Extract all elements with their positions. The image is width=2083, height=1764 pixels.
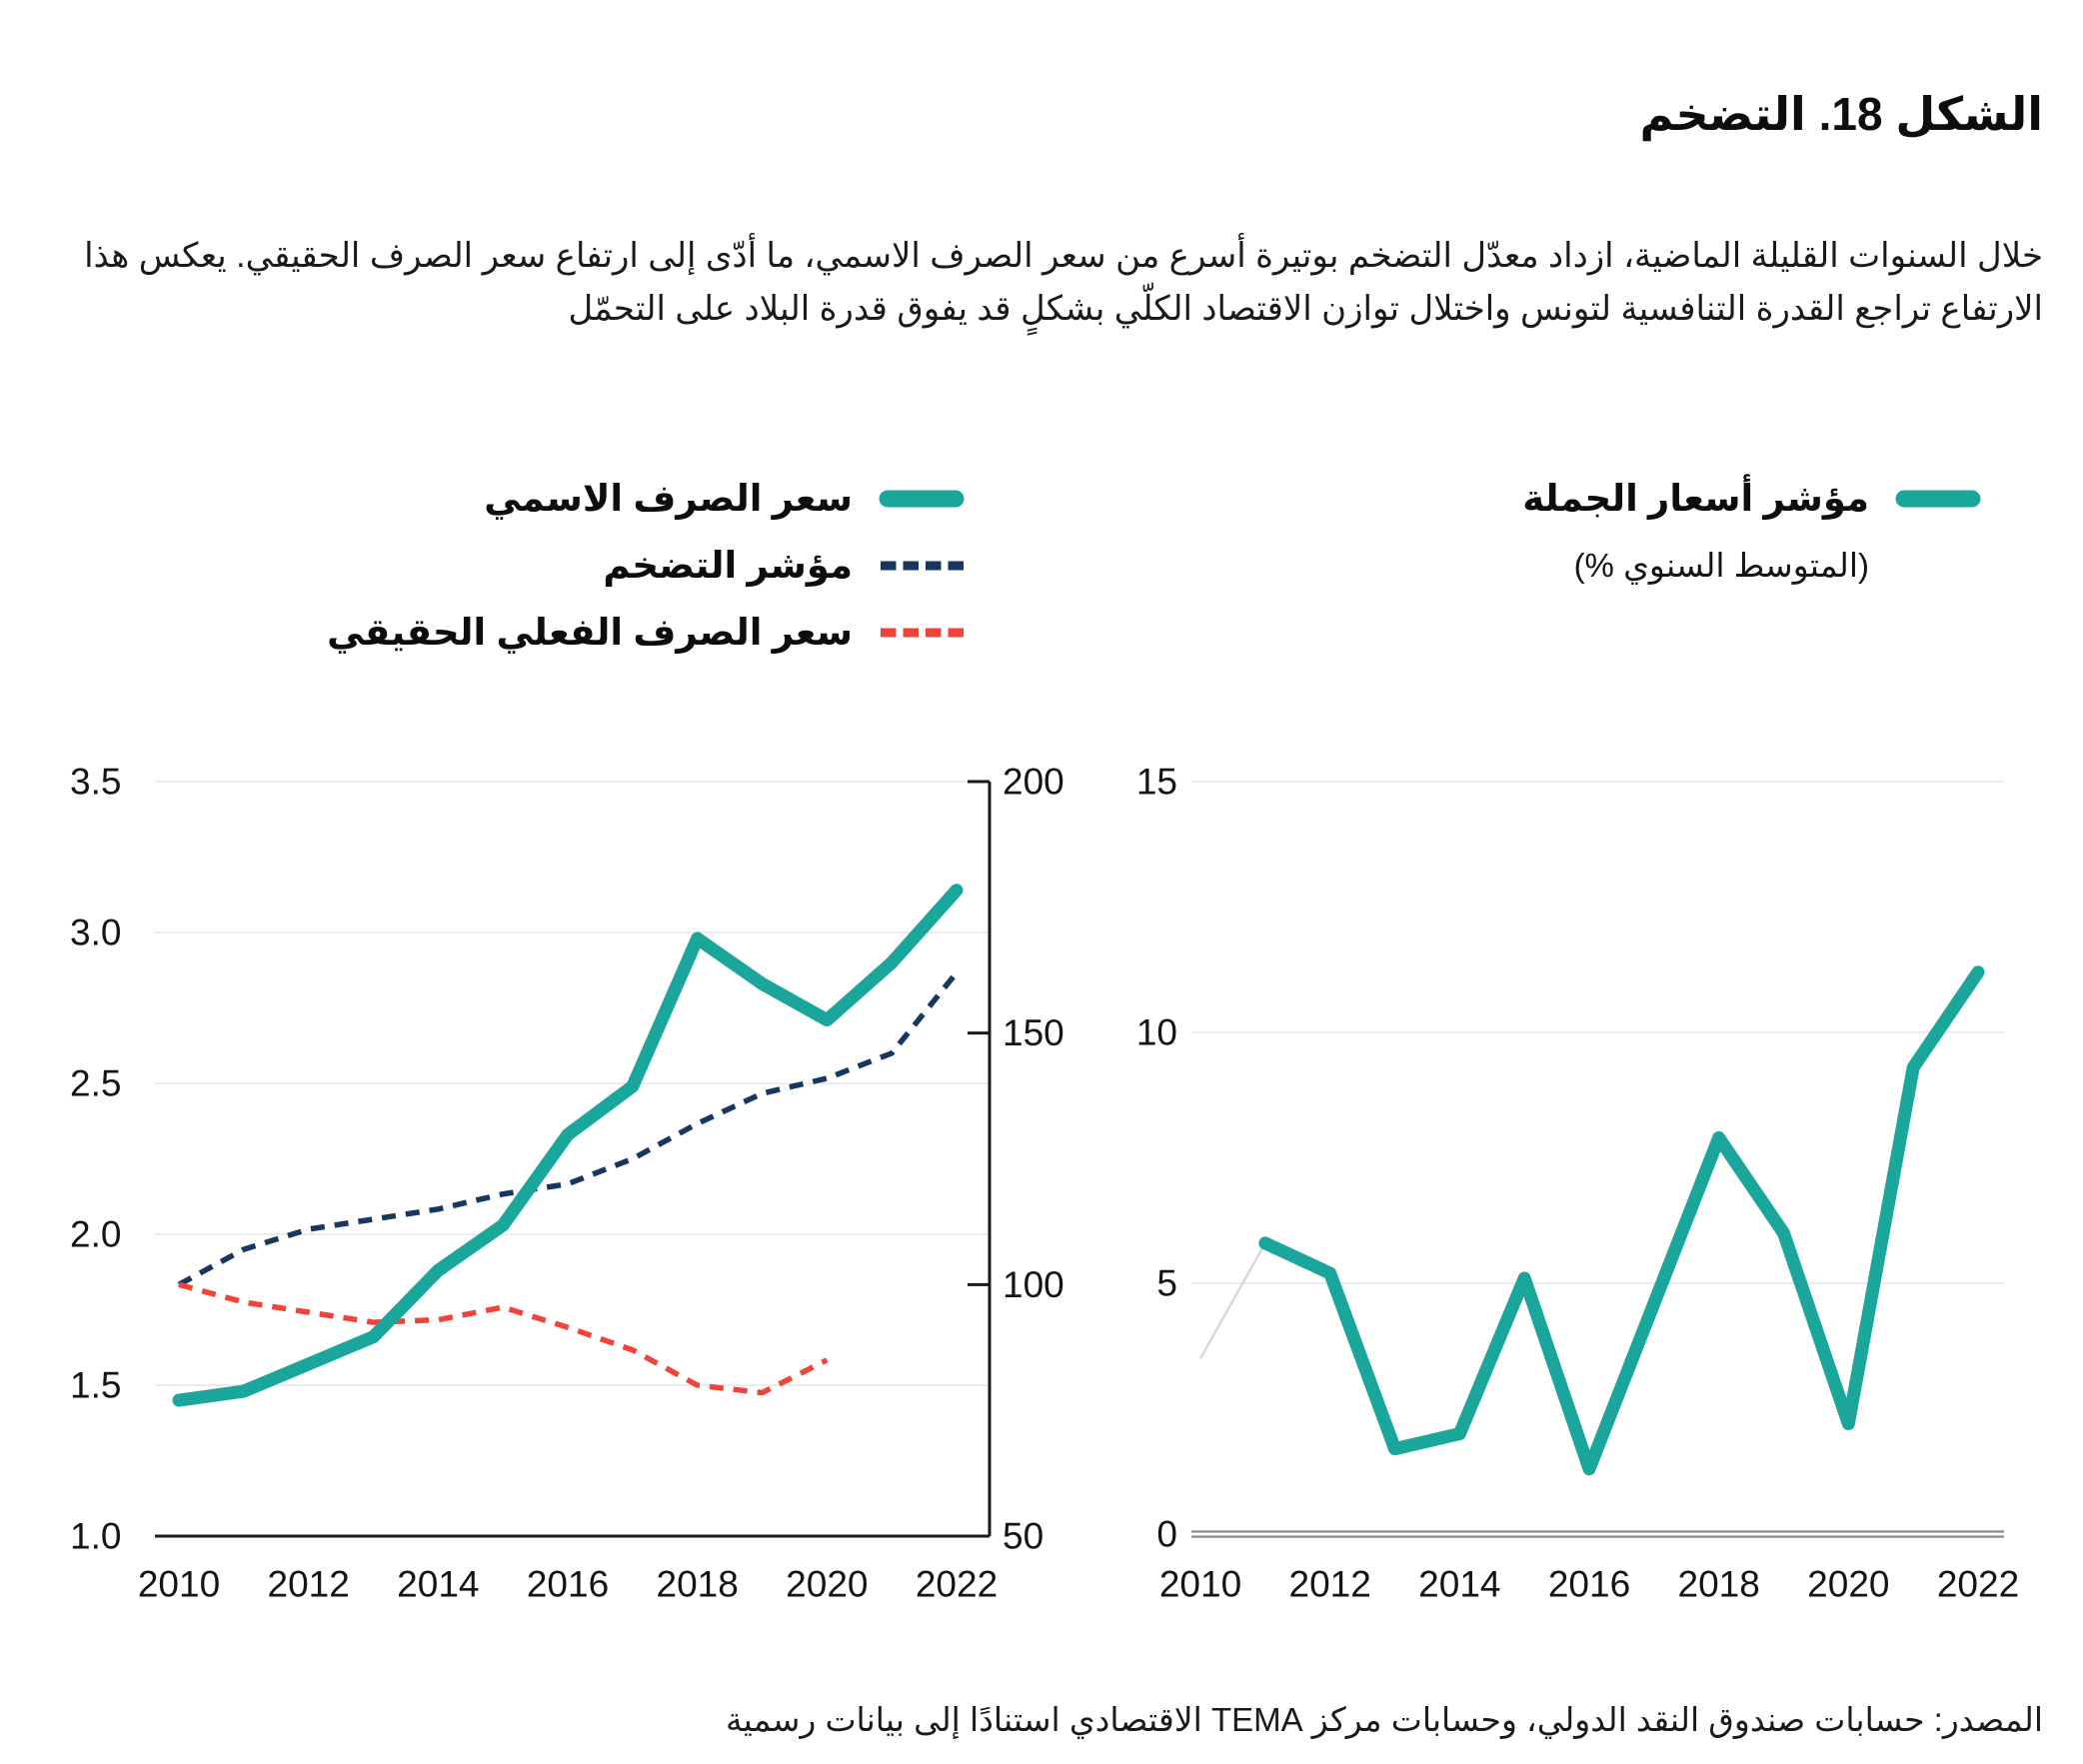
svg-text:2020: 2020 xyxy=(786,1564,868,1605)
svg-text:3.5: 3.5 xyxy=(70,762,121,803)
svg-text:2020: 2020 xyxy=(1807,1564,1889,1605)
legend-subtitle-annual-average: (المتوسط السنوي %) xyxy=(1573,547,1869,584)
svg-text:2016: 2016 xyxy=(527,1564,609,1605)
svg-text:100: 100 xyxy=(1003,1264,1064,1305)
svg-text:2022: 2022 xyxy=(1937,1564,2019,1605)
figure-description: خلال السنوات القليلة الماضية، ازداد معدّ… xyxy=(84,237,2043,328)
source-note: المصدر: حسابات صندوق النقد الدولي، وحساب… xyxy=(725,1701,2043,1738)
svg-text:2.0: 2.0 xyxy=(70,1214,121,1255)
dashed-red-line-icon xyxy=(881,628,965,637)
svg-text:0: 0 xyxy=(1156,1514,1177,1555)
legend-right-chart: مؤشر أسعار الجملة (المتوسط السنوي %) xyxy=(1522,465,1981,585)
svg-text:3.0: 3.0 xyxy=(70,912,121,953)
legend-item-real-effective-rate: سعر الصرف الفعلي الحقيقي xyxy=(327,599,965,666)
svg-text:150: 150 xyxy=(1003,1012,1064,1053)
svg-text:2012: 2012 xyxy=(268,1564,350,1605)
legend-label-wholesale-prices: مؤشر أسعار الجملة xyxy=(1522,478,1869,519)
svg-text:2018: 2018 xyxy=(657,1564,739,1605)
svg-text:2010: 2010 xyxy=(138,1564,220,1605)
legend-item-inflation-index: مؤشر التضخم xyxy=(327,532,965,599)
svg-text:2016: 2016 xyxy=(1548,1564,1630,1605)
svg-text:15: 15 xyxy=(1136,762,1177,803)
svg-text:200: 200 xyxy=(1003,762,1064,803)
svg-text:5: 5 xyxy=(1156,1263,1177,1304)
solid-teal-line-icon xyxy=(879,490,965,507)
solid-teal-line-icon xyxy=(1895,490,1981,507)
svg-text:2014: 2014 xyxy=(1418,1564,1500,1605)
svg-text:2.5: 2.5 xyxy=(70,1063,121,1104)
legend-item-wholesale-prices: مؤشر أسعار الجملة xyxy=(1522,465,1981,532)
legend-item-nominal-rate: سعر الصرف الاسمي xyxy=(327,465,965,532)
svg-text:2012: 2012 xyxy=(1289,1564,1371,1605)
svg-text:2014: 2014 xyxy=(397,1564,479,1605)
figure-title: الشكل 18. التضخم xyxy=(1639,87,2043,140)
svg-text:2010: 2010 xyxy=(1159,1564,1241,1605)
legend-label-real-effective-rate: سعر الصرف الفعلي الحقيقي xyxy=(327,612,853,653)
svg-text:10: 10 xyxy=(1136,1012,1177,1053)
exchange-rate-inflation-chart: 3.5 3.0 2.5 2.0 1.5 1.0 200 150 100 50 2010 2012 201… xyxy=(70,762,1064,1605)
svg-text:1.0: 1.0 xyxy=(70,1516,121,1557)
svg-text:2018: 2018 xyxy=(1678,1564,1760,1605)
svg-text:50: 50 xyxy=(1003,1516,1043,1557)
svg-text:2022: 2022 xyxy=(916,1564,998,1605)
legend-label-inflation-index: مؤشر التضخم xyxy=(603,545,853,586)
wholesale-price-index-chart: 15 10 5 0 2010 2012 2014 2016 2018 2020 2022 xyxy=(1136,762,2019,1605)
svg-text:1.5: 1.5 xyxy=(70,1365,121,1406)
legend-left-chart: سعر الصرف الاسمي مؤشر التضخم سعر الصرف ا… xyxy=(327,465,965,666)
legend-label-nominal-rate: سعر الصرف الاسمي xyxy=(484,478,853,519)
dashed-navy-line-icon xyxy=(881,561,965,570)
